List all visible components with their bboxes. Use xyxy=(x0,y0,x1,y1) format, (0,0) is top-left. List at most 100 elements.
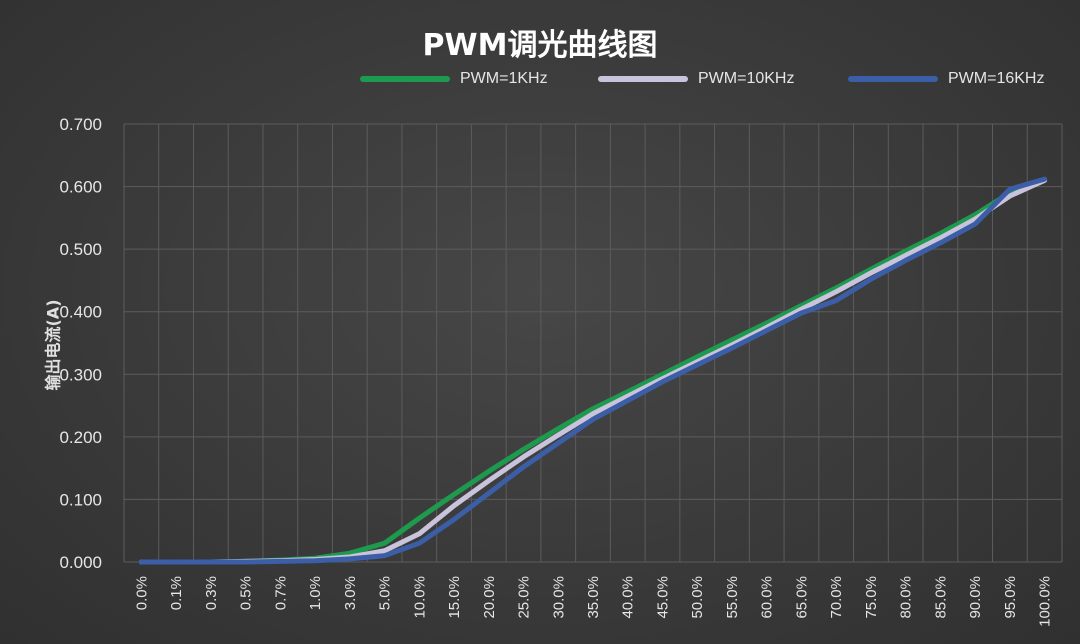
data-point-0 xyxy=(486,469,491,474)
x-tick-label: 60.0% xyxy=(759,576,776,619)
x-tick-label: 100.0% xyxy=(1037,576,1054,627)
x-tick-label: 80.0% xyxy=(898,576,915,619)
data-point-2 xyxy=(695,362,700,367)
data-point-2 xyxy=(868,277,873,282)
series-line-2 xyxy=(138,176,1048,565)
legend-item-16khz: PWM=16KHz xyxy=(848,66,1044,92)
x-tick-label: 15.0% xyxy=(446,576,463,619)
data-point-0 xyxy=(660,372,665,377)
legend-swatch-10khz xyxy=(598,76,688,82)
data-point-2 xyxy=(591,417,595,422)
data-point-2 xyxy=(174,560,179,564)
x-tick-label: 10.0% xyxy=(411,576,428,619)
data-point-2 xyxy=(556,441,561,446)
x-tick-label: 40.0% xyxy=(620,576,637,619)
data-point-2 xyxy=(1007,187,1012,192)
data-point-2 xyxy=(764,328,769,333)
data-point-1 xyxy=(486,478,491,483)
legend-item-10khz: PWM=10KHz xyxy=(598,66,794,92)
data-point-2 xyxy=(139,560,144,564)
data-point-2 xyxy=(521,464,526,469)
data-point-0 xyxy=(556,426,561,431)
x-tick-label: 5.0% xyxy=(377,576,394,610)
x-tick-label: 0.5% xyxy=(238,576,255,610)
x-tick-label: 0.3% xyxy=(203,576,220,610)
data-point-0 xyxy=(729,337,734,342)
x-tick-label: 0.1% xyxy=(168,576,185,610)
data-point-2 xyxy=(938,240,943,245)
y-tick-label: 0.200 xyxy=(59,428,102,447)
y-tick-label: 0.500 xyxy=(59,240,102,259)
data-point-2 xyxy=(973,222,978,227)
x-tick-label: 45.0% xyxy=(654,576,671,619)
data-point-0 xyxy=(521,447,526,452)
x-tick-label: 55.0% xyxy=(724,576,741,619)
data-point-0 xyxy=(591,406,595,411)
x-tick-label: 75.0% xyxy=(863,576,880,619)
data-point-2 xyxy=(834,298,839,303)
data-point-0 xyxy=(347,551,352,556)
data-point-0 xyxy=(382,541,387,546)
data-point-1 xyxy=(521,454,526,459)
data-point-2 xyxy=(729,346,734,351)
x-tick-label: 35.0% xyxy=(585,576,602,619)
data-point-0 xyxy=(625,389,630,394)
legend-item-1khz: PWM=1KHz xyxy=(360,66,548,92)
series-line-0 xyxy=(138,177,1048,565)
x-tick-label: 70.0% xyxy=(828,576,845,619)
x-tick-label: 3.0% xyxy=(342,576,359,610)
data-point-1 xyxy=(556,432,561,437)
data-point-2 xyxy=(903,258,908,263)
chart-title: PWM调光曲线图 xyxy=(422,28,658,63)
data-point-2 xyxy=(347,556,352,561)
data-point-1 xyxy=(903,253,908,258)
x-tick-label: 0.7% xyxy=(272,576,289,610)
data-point-1 xyxy=(382,548,387,553)
x-tick-label: 95.0% xyxy=(1002,576,1019,619)
series-line-1 xyxy=(138,177,1048,565)
data-point-2 xyxy=(313,558,318,563)
y-tick-label: 0.600 xyxy=(59,178,102,197)
x-tick-label: 50.0% xyxy=(689,576,706,619)
data-point-2 xyxy=(452,517,457,522)
legend-label-10khz: PWM=10KHz xyxy=(698,70,795,87)
legend-swatch-1khz xyxy=(360,76,450,82)
data-point-2 xyxy=(660,379,665,384)
legend-swatch-16khz xyxy=(848,76,938,82)
x-tick-label: 0.0% xyxy=(133,576,150,610)
x-tick-label: 1.0% xyxy=(307,576,324,610)
data-point-1 xyxy=(452,503,457,508)
data-point-2 xyxy=(278,559,283,564)
y-tick-label: 0.100 xyxy=(59,490,102,509)
legend-label-16khz: PWM=16KHz xyxy=(948,70,1045,87)
data-point-1 xyxy=(868,270,873,275)
x-tick-label: 25.0% xyxy=(516,576,533,619)
x-tick-label: 90.0% xyxy=(967,576,984,619)
y-tick-label: 0.300 xyxy=(59,365,102,384)
data-point-2 xyxy=(1042,177,1047,182)
y-tick-label: 0.000 xyxy=(59,553,102,572)
data-point-1 xyxy=(834,289,839,294)
data-point-1 xyxy=(625,394,630,399)
legend-label-1khz: PWM=1KHz xyxy=(460,70,548,87)
y-tick-label: 0.700 xyxy=(59,115,102,134)
data-point-1 xyxy=(417,531,422,536)
data-point-2 xyxy=(417,541,422,546)
data-point-0 xyxy=(764,320,769,325)
data-point-0 xyxy=(695,354,700,359)
data-point-0 xyxy=(452,492,457,497)
data-point-2 xyxy=(486,491,491,496)
x-tick-label: 85.0% xyxy=(932,576,949,619)
data-point-2 xyxy=(382,553,387,558)
data-point-2 xyxy=(208,560,213,564)
y-tick-label: 0.400 xyxy=(59,303,102,322)
data-point-2 xyxy=(799,310,804,315)
data-point-1 xyxy=(591,411,595,416)
x-tick-label: 30.0% xyxy=(550,576,567,619)
x-tick-label: 65.0% xyxy=(793,576,810,619)
legend: PWM=1KHz PWM=10KHz PWM=16KHz xyxy=(360,66,1060,92)
data-point-1 xyxy=(1007,193,1012,198)
data-point-0 xyxy=(903,249,908,254)
